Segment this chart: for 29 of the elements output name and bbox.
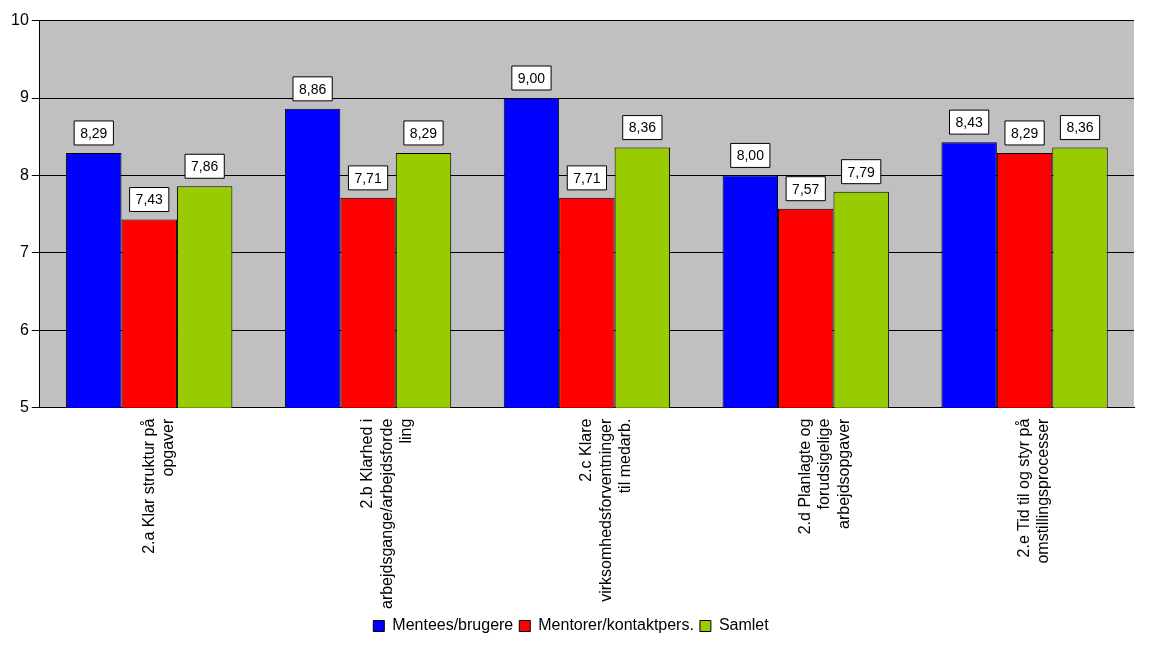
data-label: 9,00 — [517, 69, 546, 86]
data-label: 7,71 — [354, 169, 382, 186]
data-label: 8,29 — [1010, 124, 1039, 141]
data-label: 8,29 — [80, 124, 108, 141]
y-tick-label: 6 — [19, 320, 29, 338]
x-tick-label: 2.a Klar struktur på opgaver — [139, 417, 176, 554]
data-label: 8,86 — [298, 80, 327, 97]
y-tick-label: 10 — [11, 11, 29, 29]
x-tick-label: 2.d Planlagte og forudsigelige arbejdsopgaver — [796, 417, 852, 535]
y-tick-label: 9 — [19, 88, 29, 106]
data-label: 8,00 — [736, 147, 765, 164]
x-tick-label: 2.b Klarhed i arbejdsgange/arbejdsforde ling — [358, 418, 414, 609]
y-tick-label: 5 — [19, 398, 29, 416]
data-label: 7,86 — [191, 158, 219, 175]
data-label: 7,71 — [573, 169, 601, 186]
data-label: 8,43 — [955, 113, 983, 130]
data-label: 8,29 — [409, 124, 438, 141]
y-tick-label: 8 — [19, 165, 29, 183]
data-label: 7,43 — [135, 191, 164, 208]
data-label: 8,36 — [628, 119, 657, 136]
x-tick-label: 2.c Klare virksomhedsforventninger til medarb. — [577, 417, 633, 602]
data-label: 7,57 — [792, 180, 820, 197]
data-label: 8,36 — [1066, 119, 1094, 136]
legend-label: Samlet — [718, 616, 770, 634]
legend-label: Mentees/brugere — [392, 616, 514, 634]
legend-label: Mentorer/kontaktpers. — [538, 616, 694, 634]
data-label: 7,79 — [847, 163, 876, 180]
x-tick-label: 2.e Tid til og styr på omstillingsprocesser — [1014, 417, 1052, 564]
y-tick-label: 7 — [19, 243, 29, 261]
